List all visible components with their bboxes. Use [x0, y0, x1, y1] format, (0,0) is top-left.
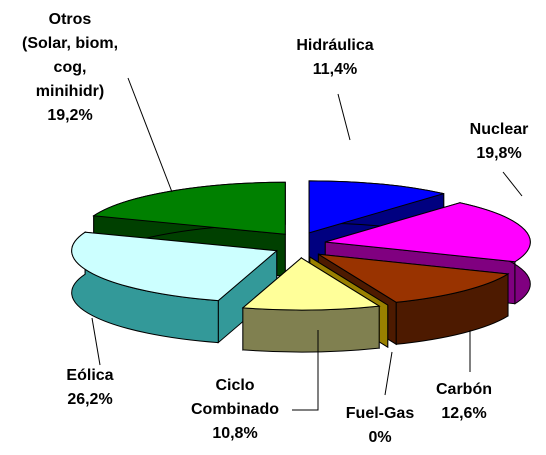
value-label: 10,8%	[212, 425, 258, 442]
leader-line	[292, 330, 319, 411]
category-name: Fuel-Gas	[345, 405, 415, 422]
category-name: Eólica	[66, 367, 114, 384]
slice	[325, 202, 531, 263]
leader-line	[502, 171, 523, 197]
leader-line	[91, 317, 101, 366]
slice-label: Eólica 26,2%	[38, 364, 142, 412]
value-label: 19,2%	[47, 107, 93, 124]
slice-label: Hidráulica 11,4%	[275, 34, 395, 82]
slice	[318, 253, 510, 303]
value-label: 19,8%	[476, 145, 522, 162]
category-name: Otros (Solar, biom, cog, minihidr)	[22, 11, 119, 100]
slice-label: Carbón 12,6%	[418, 378, 510, 426]
category-name: Ciclo Combinado	[191, 377, 279, 418]
value-label: 26,2%	[67, 391, 113, 408]
slice	[241, 257, 381, 311]
category-name: Nuclear	[469, 121, 529, 138]
value-label: 12,6%	[441, 405, 487, 422]
value-label: 0%	[368, 429, 392, 446]
leader-line	[384, 351, 393, 396]
slice-label: Ciclo Combinado 10,8%	[178, 374, 292, 446]
slice	[92, 181, 286, 235]
value-label: 11,4%	[312, 61, 358, 78]
category-name: Carbón	[436, 381, 492, 398]
leader-line	[127, 77, 173, 193]
slice	[308, 180, 444, 234]
slice-side	[242, 305, 380, 353]
slice	[71, 231, 278, 302]
leader-line	[337, 93, 351, 141]
slice-label: Otros (Solar, biom, cog, minihidr) 19,2%	[22, 8, 118, 128]
slice-label: Nuclear 19,8%	[452, 118, 546, 166]
slice-label: Fuel-Gas 0%	[330, 402, 430, 450]
category-name: Hidráulica	[296, 37, 374, 54]
